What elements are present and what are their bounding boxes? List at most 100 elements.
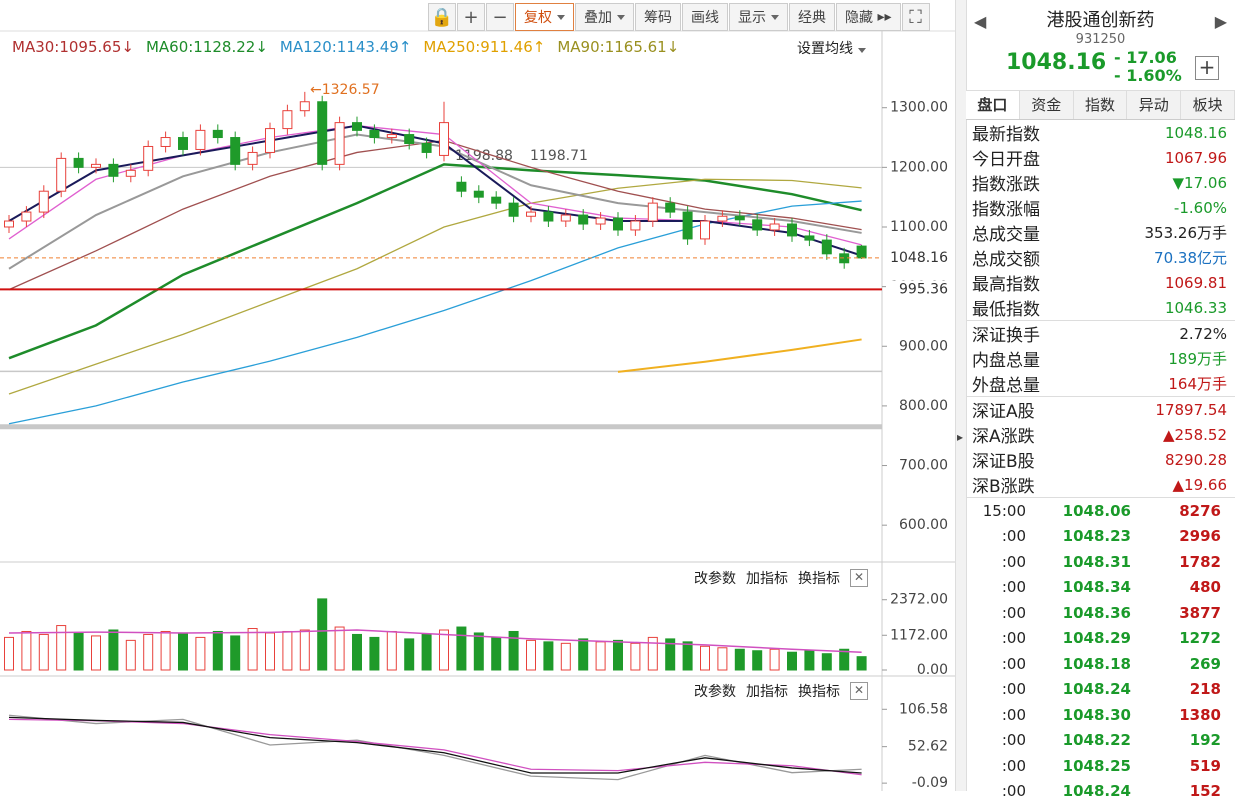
ma-settings[interactable]: 设置均线	[797, 38, 866, 58]
price-label: 995.36	[899, 281, 948, 297]
y-tick-label: -0.09	[912, 775, 948, 791]
volume-bar	[614, 640, 623, 670]
candle-body	[109, 164, 118, 176]
button-label: 隐藏	[845, 7, 873, 27]
trade-time: 15:00	[966, 502, 1026, 520]
trade-price: 1048.36	[1026, 604, 1131, 622]
row-label: 最高指数	[972, 270, 1040, 295]
volume-bar	[39, 634, 48, 670]
row-value: 17897.54	[1155, 401, 1227, 419]
panel-button[interactable]: 改参数	[694, 681, 736, 701]
volume-bar	[631, 643, 640, 670]
fullscreen-button[interactable]: ⛶	[902, 3, 930, 31]
volume-bar	[753, 651, 762, 670]
trade-time: :00	[966, 731, 1026, 749]
panel-button[interactable]: 改参数	[694, 568, 736, 588]
trade-volume: 152	[1131, 782, 1221, 800]
tab[interactable]: 资金	[1020, 91, 1074, 119]
candle-body	[701, 221, 710, 239]
tab[interactable]: 指数	[1074, 91, 1128, 119]
close-button[interactable]: ✕	[850, 682, 868, 700]
toolbar-button[interactable]: 筹码	[635, 3, 681, 31]
candle-body	[474, 191, 483, 197]
volume-bar	[561, 643, 570, 670]
lock-button[interactable]: 🔒	[428, 3, 456, 31]
volume-bar	[5, 637, 14, 670]
row-label: 今日开盘	[972, 145, 1040, 170]
y-tick-label: 52.62	[908, 739, 948, 755]
tab[interactable]: 异动	[1127, 91, 1181, 119]
row-label: 深B涨跌	[972, 472, 1035, 497]
chart-area: ←1326.57 1198.88 1198.71 1300.001200.001…	[0, 0, 958, 791]
toolbar: 🔒 + − 复权 叠加 筹码 画线 显示 经典 隐藏 ▸▸ ⛶	[428, 3, 931, 31]
trade-time: :00	[966, 604, 1026, 622]
volume-bar	[718, 648, 727, 670]
tab[interactable]: 板块	[1181, 91, 1235, 119]
panel-button[interactable]: 换指标	[798, 568, 840, 588]
toolbar-button[interactable]: 显示	[729, 3, 788, 31]
row-label: 总成交量	[972, 220, 1040, 245]
panel-button[interactable]: 加指标	[746, 568, 788, 588]
candle-body	[39, 191, 48, 212]
candle-body	[457, 182, 466, 191]
panel-button[interactable]: 加指标	[746, 681, 788, 701]
zoom-out-button[interactable]: −	[486, 3, 514, 31]
add-button[interactable]: +	[1195, 56, 1219, 80]
row-value: 1067.96	[1165, 149, 1227, 167]
toolbar-button[interactable]: 隐藏 ▸▸	[836, 3, 901, 31]
button-label: 显示	[738, 7, 766, 27]
y-tick-label: 1172.00	[890, 627, 948, 643]
row-label: 深证换手	[972, 321, 1040, 346]
volume-bar	[805, 651, 814, 670]
tabs: 盘口资金指数异动板块	[966, 91, 1235, 120]
candle-body	[788, 224, 797, 236]
trade-time: :00	[966, 527, 1026, 545]
toolbar-button[interactable]: 经典	[789, 3, 835, 31]
toolbar-button[interactable]: 复权	[515, 3, 574, 31]
candle-body	[57, 158, 66, 191]
row-value: 189万手	[1168, 348, 1227, 369]
tab[interactable]: 盘口	[966, 91, 1020, 119]
volume-bar	[857, 657, 866, 670]
trade-volume: 519	[1131, 757, 1221, 775]
candle-body	[5, 221, 14, 227]
row-label: 最低指数	[972, 295, 1040, 320]
trade-price: 1048.31	[1026, 553, 1131, 571]
trade-volume: 218	[1131, 680, 1221, 698]
candle-body	[648, 203, 657, 221]
row-label: 指数涨幅	[972, 195, 1040, 220]
candle-body	[579, 215, 588, 224]
candle-body	[353, 123, 362, 131]
volume-bar	[527, 640, 536, 670]
volume-bar	[387, 631, 396, 670]
panel-button[interactable]: 换指标	[798, 681, 840, 701]
y-tick-label: 800.00	[899, 398, 948, 414]
toolbar-button[interactable]: 叠加	[575, 3, 634, 31]
collapse-arrow[interactable]: ▸	[957, 430, 963, 444]
toolbar-button[interactable]: 画线	[682, 3, 728, 31]
indicator-line	[9, 719, 862, 774]
volume-bar	[92, 636, 101, 670]
trade-volume: 8276	[1131, 502, 1221, 520]
candle-body	[196, 130, 205, 149]
candle-body	[527, 212, 536, 216]
trade-volume: 192	[1131, 731, 1221, 749]
volume-bar	[144, 634, 153, 670]
volume-bar	[248, 629, 257, 670]
y-tick-label: 1100.00	[890, 219, 948, 235]
candle-body	[718, 216, 727, 221]
row-value: ▲258.52	[1163, 426, 1227, 444]
volume-bar	[422, 634, 431, 670]
volume-bar	[770, 649, 779, 670]
close-button[interactable]: ✕	[850, 569, 868, 587]
ma-legend-item: MA120:1143.49↑	[280, 38, 411, 56]
zoom-in-button[interactable]: +	[457, 3, 485, 31]
